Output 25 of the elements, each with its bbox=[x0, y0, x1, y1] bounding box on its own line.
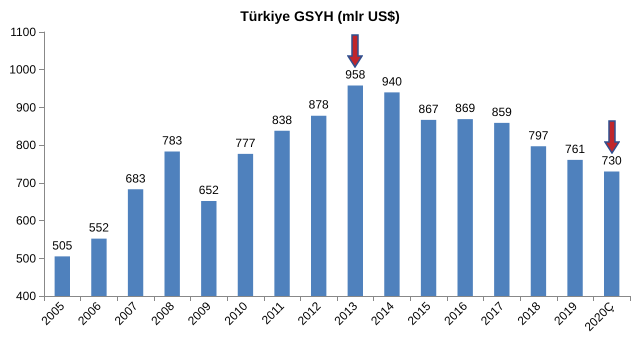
data-label: 777 bbox=[235, 136, 256, 150]
data-label: 838 bbox=[272, 112, 292, 127]
y-tick-label: 1000 bbox=[9, 62, 36, 77]
data-label: 878 bbox=[308, 98, 330, 112]
data-label: 869 bbox=[455, 101, 476, 116]
y-tick-label: 600 bbox=[16, 214, 36, 228]
data-label: 867 bbox=[418, 102, 439, 116]
data-label: 761 bbox=[565, 142, 586, 156]
y-tick-label: 1100 bbox=[10, 25, 36, 39]
data-label: 683 bbox=[126, 171, 146, 186]
y-tick-label: 500 bbox=[16, 251, 36, 266]
data-label: 797 bbox=[528, 128, 549, 142]
data-label: 730 bbox=[602, 154, 622, 168]
data-label: 652 bbox=[198, 182, 220, 197]
chart-title: Türkiye GSYH (mlr US$) bbox=[240, 8, 400, 24]
data-label: 552 bbox=[88, 220, 110, 235]
y-tick-label: 800 bbox=[16, 138, 36, 152]
data-label: 859 bbox=[492, 104, 512, 119]
y-tick-label: 700 bbox=[16, 176, 36, 190]
data-label: 783 bbox=[162, 134, 183, 148]
data-label: 940 bbox=[382, 74, 402, 88]
data-label: 505 bbox=[52, 238, 73, 252]
y-tick-label: 400 bbox=[16, 289, 36, 303]
data-label: 958 bbox=[345, 68, 366, 82]
y-tick-label: 900 bbox=[16, 100, 36, 114]
